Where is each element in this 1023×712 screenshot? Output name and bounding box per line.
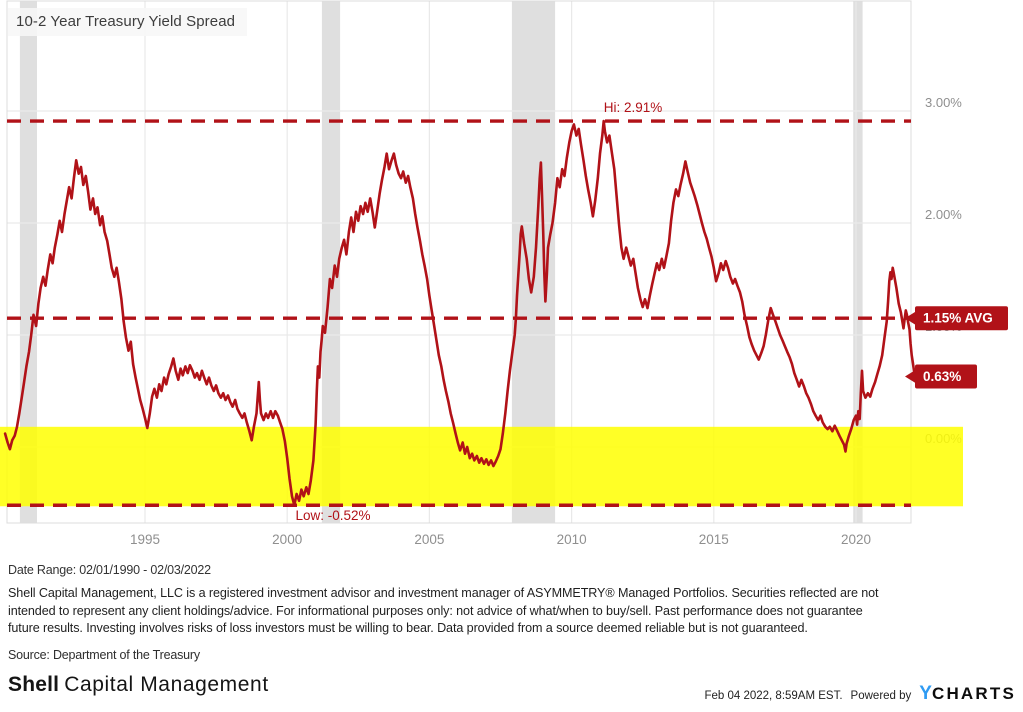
timestamp-row: Feb 04 2022, 8:59AM EST. Powered by Y CHA…: [704, 683, 1016, 705]
svg-text:3.00%: 3.00%: [925, 95, 962, 110]
ycharts-logo-charts: CHARTS: [931, 684, 1016, 703]
powered-by-text: Powered by: [850, 690, 912, 702]
svg-text:2000: 2000: [272, 532, 302, 547]
svg-text:2020: 2020: [841, 532, 871, 547]
timestamp-text: Feb 04 2022, 8:59AM EST.: [704, 690, 843, 702]
svg-text:Hi: 2.91%: Hi: 2.91%: [604, 100, 663, 115]
chart: 3.00%2.00%1.00%0.00%19952000200520102015…: [0, 0, 1008, 547]
svg-text:1.15% AVG: 1.15% AVG: [923, 311, 993, 326]
chart-title: 10-2 Year Treasury Yield Spread: [8, 8, 248, 36]
company-logo: Shell Capital Management: [8, 673, 269, 697]
svg-text:2010: 2010: [557, 532, 587, 547]
date-range-text: Date Range: 02/01/1990 - 02/03/2022: [8, 563, 211, 577]
ycharts-logo-y: Y: [919, 683, 932, 704]
disclaimer-line: Shell Capital Management, LLC is a regis…: [8, 586, 879, 600]
chart-canvas: 3.00%2.00%1.00%0.00%19952000200520102015…: [0, 0, 1008, 547]
disclaimer-text: Shell Capital Management, LLC is a regis…: [8, 585, 1008, 638]
svg-text:2015: 2015: [699, 532, 729, 547]
disclaimer-line: future results. Investing involves risks…: [8, 621, 808, 635]
svg-text:1995: 1995: [130, 532, 160, 547]
svg-text:Low: -0.52%: Low: -0.52%: [295, 508, 370, 523]
svg-text:0.63%: 0.63%: [923, 369, 961, 384]
svg-text:2005: 2005: [414, 532, 444, 547]
svg-text:2.00%: 2.00%: [925, 207, 962, 222]
disclaimer-line: intended to represent any client holding…: [8, 603, 863, 618]
ycharts-logo: Y CHARTS: [919, 683, 1016, 705]
company-logo-rest: Capital Management: [64, 673, 269, 696]
company-logo-bold: Shell: [8, 673, 60, 696]
source-text: Source: Department of the Treasury: [8, 648, 200, 662]
